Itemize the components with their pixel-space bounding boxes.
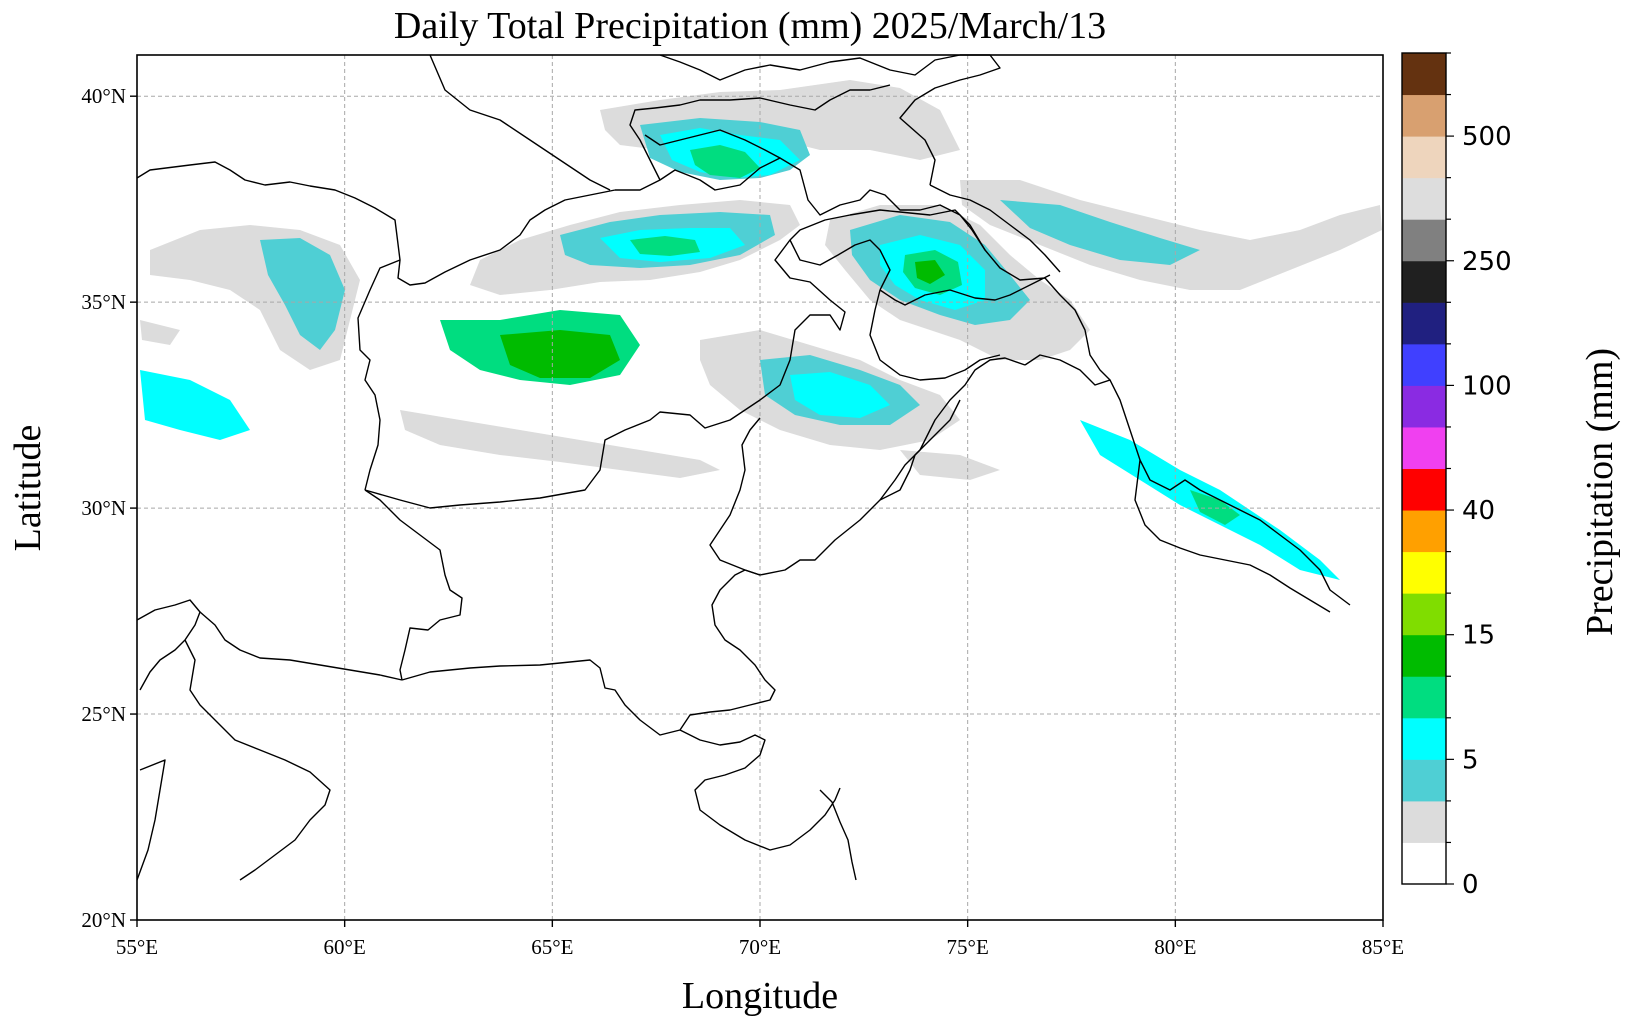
rain-region xyxy=(140,320,1000,480)
border-oman-saudi xyxy=(136,759,166,881)
colorbar-tick-label: 0 xyxy=(1462,870,1479,900)
rain-contour xyxy=(140,370,250,440)
y-tick-label: 20°N xyxy=(81,908,126,932)
border-iran-north xyxy=(136,161,616,286)
border-afghan-pak-south xyxy=(364,214,851,509)
coast-persian-gulf xyxy=(136,599,201,691)
x-tick-label: 80°E xyxy=(1154,935,1196,959)
x-tick-label: 70°E xyxy=(739,935,781,959)
colorbar-tick-label: 100 xyxy=(1462,371,1512,401)
colorbar-segment xyxy=(1402,94,1446,137)
colorbar-segment xyxy=(1402,136,1446,179)
colorbar-tick-label: 250 xyxy=(1462,247,1512,277)
axis-ticks xyxy=(130,95,1384,927)
rain-region xyxy=(140,225,640,440)
y-tick-label: 35°N xyxy=(81,290,126,314)
rain-contour xyxy=(690,145,760,178)
border-afghan-iran xyxy=(357,259,401,491)
rain-contour xyxy=(140,320,180,345)
x-tick-labels: 55°E 60°E 65°E 70°E 75°E 80°E 85°E xyxy=(116,935,1404,959)
border-durand xyxy=(789,239,891,291)
rain-contour xyxy=(630,236,700,256)
border-tajik xyxy=(629,84,891,181)
rain-region xyxy=(470,200,800,295)
colorbar-segment xyxy=(1402,593,1446,636)
colorbar-segment xyxy=(1402,302,1446,345)
colorbar-segment xyxy=(1402,219,1446,262)
colorbar-segment xyxy=(1402,551,1446,594)
rain-contour xyxy=(900,450,1000,480)
y-tick-label: 40°N xyxy=(81,84,126,108)
rain-contour xyxy=(1000,200,1200,265)
colorbar-segment xyxy=(1402,260,1446,303)
colorbar-label: Precipitation (mm) xyxy=(1579,348,1621,636)
colorbar-segment xyxy=(1402,676,1446,719)
coast-gujarat xyxy=(679,729,857,881)
rain-region xyxy=(825,205,1090,360)
border-kashmir xyxy=(849,209,1111,386)
x-tick-label: 60°E xyxy=(324,935,366,959)
border-xinjiang xyxy=(929,184,1061,273)
colorbar-segment xyxy=(1402,510,1446,553)
rain-contour xyxy=(915,260,945,284)
colorbar-tick-label: 5 xyxy=(1462,745,1479,775)
y-axis-label: Latitude xyxy=(7,425,49,552)
rain-region xyxy=(960,180,1382,580)
colorbar-tick-label: 500 xyxy=(1462,122,1512,152)
coast-iran-south xyxy=(199,611,403,681)
y-tick-label: 25°N xyxy=(81,702,126,726)
map-panel xyxy=(130,54,1384,927)
map-title: Daily Total Precipitation (mm) 2025/Marc… xyxy=(394,5,1106,47)
border-kyrgyz xyxy=(659,54,1001,186)
y-tick-labels: 40°N 35°N 30°N 25°N 20°N xyxy=(81,84,126,932)
rain-contour xyxy=(790,372,890,418)
colorbar: 0 5 15 40 100 250 500 xyxy=(1401,52,1512,900)
x-tick-label: 75°E xyxy=(947,935,989,959)
border-india-pak xyxy=(709,399,961,576)
border-turkmen-uzbek xyxy=(429,54,611,191)
x-tick-label: 55°E xyxy=(116,935,158,959)
colorbar-segment xyxy=(1402,53,1446,96)
rain-region xyxy=(700,330,960,450)
rain-contour xyxy=(500,330,620,378)
colorbar-segment xyxy=(1402,634,1446,677)
colorbar-segment xyxy=(1402,343,1446,386)
precipitation-field xyxy=(140,80,1382,580)
colorbar-segment xyxy=(1402,759,1446,802)
gridlines xyxy=(137,55,1383,920)
x-axis-label: Longitude xyxy=(682,975,838,1017)
border-afghan-north xyxy=(615,157,986,251)
colorbar-segment xyxy=(1402,426,1446,469)
colorbar-segment xyxy=(1402,842,1446,885)
colorbar-segment xyxy=(1402,800,1446,843)
x-tick-label: 85°E xyxy=(1362,935,1404,959)
rain-contour xyxy=(260,238,345,350)
rain-contour xyxy=(400,410,720,478)
colorbar-segment xyxy=(1402,177,1446,220)
colorbar-segment xyxy=(1402,717,1446,760)
country-borders xyxy=(136,54,1351,881)
border-nepal xyxy=(1109,379,1351,613)
colorbar-segment xyxy=(1402,385,1446,428)
x-tick-label: 65°E xyxy=(531,935,573,959)
colorbar-tick-label: 15 xyxy=(1462,621,1495,651)
colorbar-segment xyxy=(1402,468,1446,511)
coast-oman xyxy=(184,639,331,881)
rain-contour xyxy=(1190,490,1240,525)
colorbar-tick-label: 40 xyxy=(1462,496,1495,526)
y-tick-label: 30°N xyxy=(81,496,126,520)
border-pak-iran xyxy=(364,489,463,681)
coast-makran xyxy=(401,357,1026,736)
